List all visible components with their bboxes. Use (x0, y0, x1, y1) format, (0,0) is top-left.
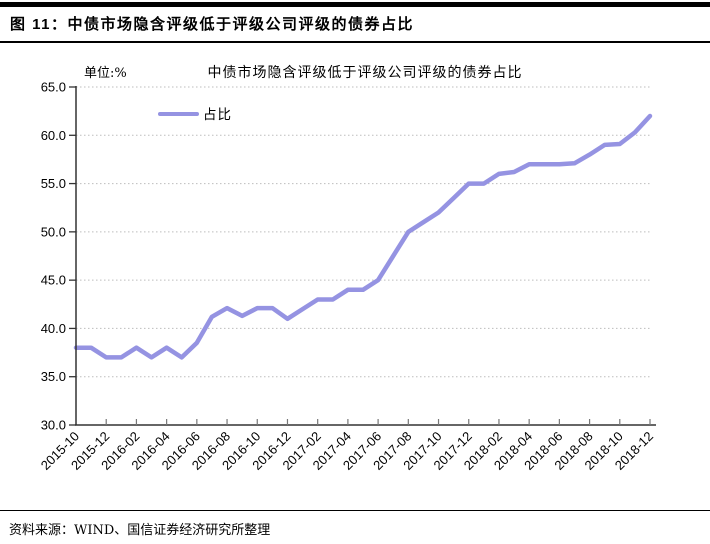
gridlines (76, 86, 650, 378)
legend-label: 占比 (203, 107, 232, 123)
series-line-占比 (73, 113, 653, 360)
figure-footer: 资料来源：WIND、国信证券经济研究所整理 (0, 510, 710, 544)
figure-title: 图 11：中债市场隐含评级低于评级公司评级的债券占比 (10, 16, 415, 33)
source-rule (0, 510, 710, 511)
y-axis-labels: 30.0 35.0 40.0 45.0 50.0 55.0 60.0 65.0 (41, 80, 66, 433)
source-note: 资料来源：WIND、国信证券经济研究所整理 (9, 523, 271, 538)
figure-header: 图 11：中债市场隐含评级低于评级公司评级的债券占比 (0, 0, 710, 44)
unit-label: 单位:% (84, 66, 127, 81)
header-bottom-rule (0, 41, 710, 43)
y-axis-label: 65.0 (41, 80, 66, 95)
y-axis-label: 40.0 (41, 321, 66, 336)
y-axis-label: 60.0 (41, 128, 66, 143)
x-axis-ticks (105, 419, 651, 425)
chart-canvas: 单位:% 中债市场隐含评级低于评级公司评级的债券占比 占比 30.0 35.0 40… (38, 64, 656, 473)
y-axis-ticks (69, 86, 76, 426)
y-axis-label: 55.0 (41, 176, 66, 191)
x-axis-labels: 2015-102015-122016-022016-042016-062016-… (38, 429, 656, 473)
y-axis-label: 30.0 (41, 418, 66, 433)
y-axis-label: 35.0 (41, 369, 66, 384)
y-axis-label: 45.0 (41, 273, 66, 288)
chart-title: 中债市场隐含评级低于评级公司评级的债券占比 (208, 64, 523, 81)
y-axis-label: 50.0 (41, 224, 66, 239)
header-top-rule (0, 2, 710, 7)
